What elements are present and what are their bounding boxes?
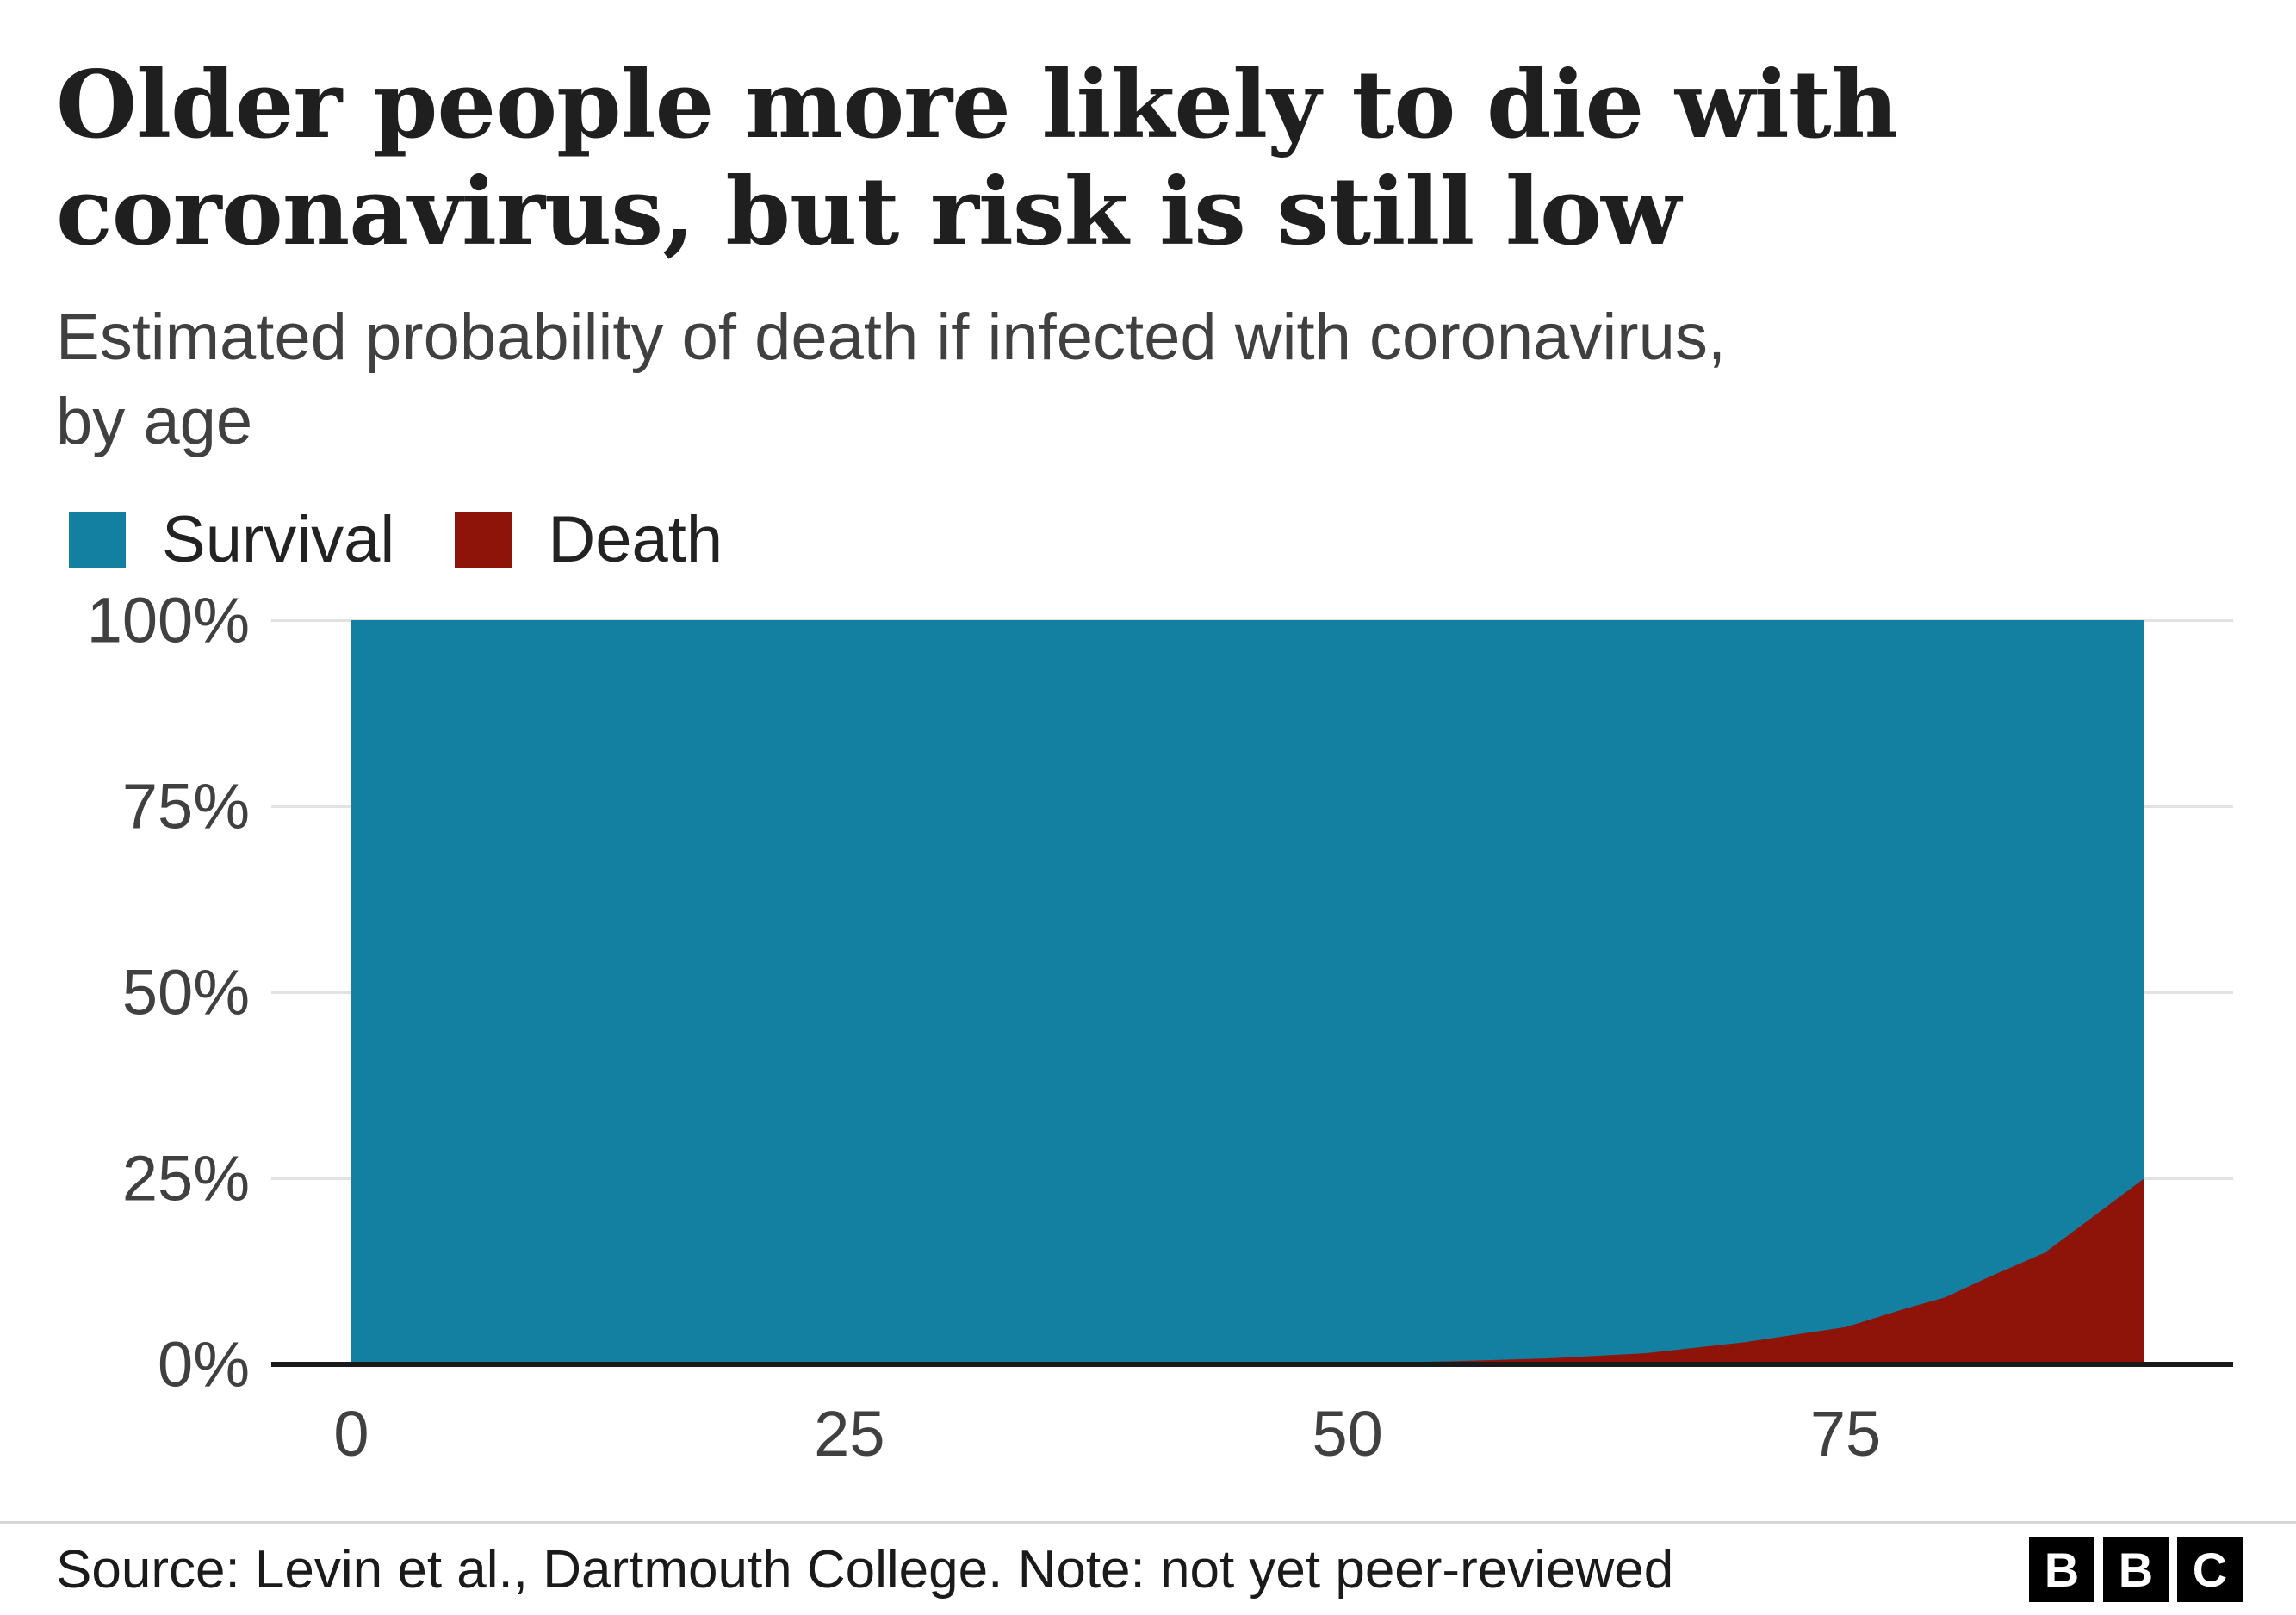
x-tick-label: 25 [814, 1397, 885, 1469]
x-tick-label: 75 [1809, 1397, 1882, 1469]
y-tick-label: 75% [121, 770, 250, 842]
death-swatch [455, 511, 512, 568]
chart-title: Older people more likely to die with cor… [56, 51, 1898, 267]
y-axis-labels: 0% 25% 50% 75% 100% [0, 584, 250, 1400]
bbc-logo-block: B [2029, 1537, 2094, 1602]
header: Older people more likely to die with cor… [0, 0, 2296, 577]
chart-subtitle: Estimated probability of death if infect… [56, 301, 1727, 458]
legend-label-death: Death [548, 503, 723, 577]
bbc-logo-block: B [2103, 1537, 2169, 1602]
x-tick-label: 0 [333, 1397, 369, 1469]
legend-item-death: Death [455, 502, 723, 577]
bbc-logo-block: C [2177, 1537, 2243, 1602]
footer: Source: Levin et al., Dartmouth College.… [0, 1521, 2296, 1615]
survival-swatch [69, 511, 126, 568]
x-axis-line [271, 1361, 2233, 1367]
x-axis-labels: 0 25 50 75 [333, 1397, 2144, 1476]
y-tick-label: 100% [86, 584, 250, 656]
y-tick-label: 50% [121, 956, 250, 1028]
source-text: Source: Levin et al., Dartmouth College.… [56, 1539, 1674, 1599]
legend: Survival Death [69, 502, 2240, 577]
legend-item-survival: Survival [69, 502, 394, 577]
area-survival [351, 619, 2144, 1364]
y-tick-label: 0% [158, 1328, 250, 1401]
x-tick-label: 50 [1312, 1397, 1383, 1469]
area-death [351, 1177, 2144, 1364]
chart-area: 0% 25% 50% 75% 100% 0 25 50 75 [0, 584, 2296, 1477]
legend-label-survival: Survival [162, 503, 395, 577]
y-tick-label: 25% [121, 1142, 250, 1214]
plot-svg [351, 619, 2144, 1364]
